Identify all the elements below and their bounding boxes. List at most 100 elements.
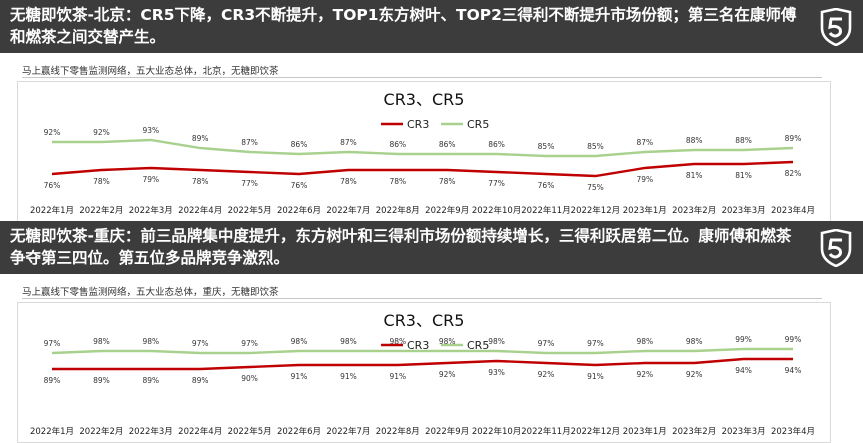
x-tick-label: 2022年7月	[326, 205, 370, 216]
data-label: 98%	[291, 337, 308, 346]
data-label: 77%	[241, 179, 258, 188]
divider	[22, 77, 822, 78]
data-label: 86%	[439, 140, 456, 149]
x-tick-label: 2023年2月	[672, 205, 716, 216]
x-tick-label: 2022年9月	[425, 205, 469, 216]
panel-chongqing: 无糖即饮茶-重庆：前三品牌集中度提升，东方树叶和三得利市场份额持续增长，三得利跃…	[0, 221, 863, 443]
data-label: 77%	[488, 179, 505, 188]
data-label: 98%	[439, 337, 456, 346]
data-label: 91%	[587, 372, 604, 381]
data-label: 88%	[735, 136, 752, 145]
source-note: 马上赢线下零售监测网络，五大业态总体，北京，无糖即饮茶	[22, 66, 279, 77]
data-label: 87%	[636, 138, 653, 147]
data-label: 92%	[93, 128, 110, 137]
data-label: 92%	[686, 370, 703, 379]
x-tick-label: 2022年1月	[30, 426, 74, 437]
data-label: 78%	[439, 177, 456, 186]
data-label: 78%	[340, 177, 357, 186]
chart-container: CR3、CR5 CR3 CR5 76% 78% 79% 78% 77% 76% 78% 78% 78%…	[17, 81, 831, 222]
data-label: 86%	[291, 140, 308, 149]
data-label: 98%	[389, 337, 406, 346]
data-label: 78%	[93, 177, 110, 186]
data-label: 87%	[241, 138, 258, 147]
x-tick-label: 2022年7月	[326, 426, 370, 437]
data-label: 89%	[93, 376, 110, 385]
data-label: 76%	[44, 181, 61, 190]
x-tick-label: 2022年4月	[178, 205, 222, 216]
x-tick-label: 2022年2月	[79, 205, 123, 216]
x-tick-label: 2023年3月	[722, 205, 766, 216]
x-tick-label: 2022年10月	[472, 426, 521, 437]
panel-beijing: 无糖即饮茶-北京：CR5下降，CR3不断提升，TOP1东方树叶、TOP2三得利不…	[0, 0, 863, 222]
data-label: 98%	[686, 337, 703, 346]
header-bar: 无糖即饮茶-北京：CR5下降，CR3不断提升，TOP1东方树叶、TOP2三得利不…	[0, 0, 863, 53]
data-label: 93%	[488, 368, 505, 377]
data-label: 99%	[735, 335, 752, 344]
series-line-cr5	[52, 138, 794, 158]
x-tick-label: 2023年4月	[771, 205, 815, 216]
data-label: 85%	[587, 142, 604, 151]
x-tick-label: 2022年11月	[521, 426, 570, 437]
x-tick-label: 2022年10月	[472, 205, 521, 216]
data-label: 97%	[192, 339, 209, 348]
data-label: 78%	[192, 177, 209, 186]
legend-label: CR5	[467, 339, 489, 352]
legend: CR3 CR5	[381, 339, 489, 352]
x-tick-label: 2023年1月	[623, 205, 667, 216]
data-label: 99%	[785, 335, 802, 344]
x-tick-label: 2022年5月	[228, 205, 272, 216]
data-label: 97%	[538, 339, 555, 348]
x-tick-label: 2022年3月	[129, 205, 173, 216]
data-label: 89%	[44, 376, 61, 385]
x-tick-label: 2022年12月	[571, 205, 620, 216]
data-label: 79%	[142, 175, 159, 184]
data-label: 92%	[538, 370, 555, 379]
data-label: 89%	[192, 376, 209, 385]
chart-title: CR3、CR5	[384, 311, 465, 330]
data-label: 94%	[785, 366, 802, 375]
x-tick-label: 2022年11月	[521, 205, 570, 216]
x-tick-label: 2023年4月	[771, 426, 815, 437]
data-label: 97%	[44, 339, 61, 348]
data-label: 98%	[340, 337, 357, 346]
data-label: 98%	[636, 337, 653, 346]
data-label: 98%	[488, 337, 505, 346]
data-label: 91%	[291, 372, 308, 381]
data-label: 81%	[735, 171, 752, 180]
data-label: 91%	[340, 372, 357, 381]
x-tick-label: 2022年12月	[571, 426, 620, 437]
data-label: 85%	[538, 142, 555, 151]
data-label: 89%	[192, 134, 209, 143]
brand-shield-icon	[820, 229, 852, 267]
data-label: 87%	[340, 138, 357, 147]
x-tick-label: 2022年2月	[79, 426, 123, 437]
x-tick-label: 2023年3月	[722, 426, 766, 437]
data-label: 92%	[439, 370, 456, 379]
series-line-cr3	[52, 357, 793, 371]
x-tick-label: 2022年5月	[228, 426, 272, 437]
data-label: 88%	[686, 136, 703, 145]
chart-container: CR3、CR5 CR3 CR5 89% 89% 89% 89% 90% 91% 91% 91% 92%…	[17, 302, 831, 443]
series-line-cr3	[51, 160, 794, 178]
x-tick-label: 2022年3月	[129, 426, 173, 437]
data-label: 91%	[389, 372, 406, 381]
header-bar: 无糖即饮茶-重庆：前三品牌集中度提升，东方树叶和三得利市场份额持续增长，三得利跃…	[0, 221, 863, 274]
series-line-cr5	[51, 347, 793, 355]
chart-title: CR3、CR5	[384, 90, 465, 109]
data-label: 79%	[636, 175, 653, 184]
panel-title: 无糖即饮茶-北京：CR5下降，CR3不断提升，TOP1东方树叶、TOP2三得利不…	[10, 6, 797, 46]
x-tick-label: 2022年8月	[376, 205, 420, 216]
data-label: 86%	[389, 140, 406, 149]
legend-label: CR3	[407, 339, 429, 352]
data-label: 92%	[44, 128, 61, 137]
data-label: 94%	[735, 366, 752, 375]
data-label: 76%	[291, 181, 308, 190]
data-label: 92%	[636, 370, 653, 379]
legend-label: CR3	[407, 118, 429, 131]
data-label: 98%	[142, 337, 159, 346]
data-label: 97%	[241, 339, 258, 348]
brand-shield-icon	[820, 8, 852, 46]
data-label: 81%	[686, 171, 703, 180]
legend-label: CR5	[467, 118, 489, 131]
x-tick-label: 2022年6月	[277, 205, 321, 216]
